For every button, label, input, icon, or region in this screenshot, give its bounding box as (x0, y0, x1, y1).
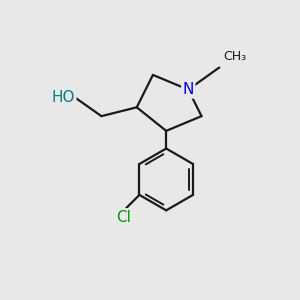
Text: N: N (183, 82, 194, 97)
Text: HO: HO (51, 90, 75, 105)
Text: CH₃: CH₃ (224, 50, 247, 63)
Text: Cl: Cl (116, 210, 131, 225)
